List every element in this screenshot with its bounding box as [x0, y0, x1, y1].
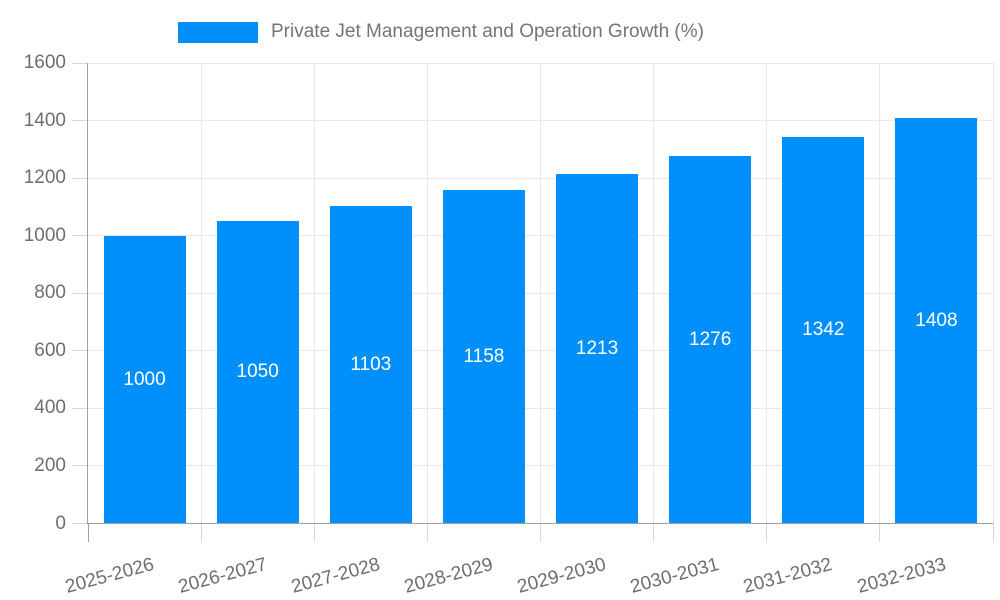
x-axis-label: 2027-2028 [289, 554, 383, 598]
y-axis-label: 600 [34, 339, 66, 361]
bar[interactable] [103, 235, 186, 524]
x-axis-tick [766, 523, 768, 542]
bar[interactable] [895, 118, 978, 524]
y-axis-tick [72, 523, 88, 524]
y-axis-label: 1400 [23, 109, 66, 131]
y-axis-tick [72, 62, 88, 64]
bar[interactable] [216, 221, 299, 524]
bar-value-label: 1213 [575, 337, 619, 359]
x-axis-tick [87, 523, 89, 542]
y-axis-label: 1000 [23, 224, 66, 246]
x-axis-label: 2032-2033 [854, 554, 948, 598]
grid-line-vertical [200, 63, 202, 524]
x-axis-label: 2026-2027 [175, 554, 270, 598]
grid-line-vertical [540, 63, 541, 524]
bar-value-label: 1103 [350, 353, 392, 375]
grid-line-vertical [426, 63, 428, 524]
x-axis-tick [540, 523, 541, 542]
grid-line-vertical [879, 63, 881, 524]
y-axis-label: 0 [55, 512, 66, 534]
y-axis-label: 1600 [23, 52, 66, 73]
x-axis-label: 2025-2026 [62, 554, 156, 598]
x-axis-label: 2031-2032 [741, 554, 835, 598]
y-axis-line [87, 63, 88, 524]
y-axis-tick [72, 465, 88, 467]
bar[interactable] [556, 174, 639, 524]
y-axis-tick [72, 235, 88, 237]
bar-value-label: 1158 [463, 345, 505, 367]
y-axis-label: 800 [34, 282, 66, 304]
bar[interactable] [782, 137, 865, 524]
y-axis-label: 400 [34, 397, 66, 419]
x-axis-line [87, 523, 993, 524]
bar-value-label: 1000 [123, 368, 166, 390]
grid-line-vertical [313, 63, 315, 524]
x-axis-tick [200, 523, 202, 542]
y-axis-label: 1200 [23, 167, 66, 189]
bar-value-label: 1050 [236, 361, 279, 383]
bar-value-label: 1342 [802, 319, 845, 341]
x-axis-tick [653, 523, 655, 542]
x-axis-label: 2028-2029 [402, 554, 496, 598]
bar-value-label: 1408 [915, 309, 958, 331]
x-axis-tick [992, 523, 994, 542]
legend-label: Private Jet Management and Operation Gro… [271, 21, 704, 42]
grid-line-vertical [653, 63, 655, 524]
bar[interactable] [442, 190, 525, 524]
bar-value-label: 1276 [689, 328, 732, 350]
y-axis-tick [72, 120, 88, 122]
bar[interactable] [669, 156, 752, 524]
x-axis-tick [313, 523, 315, 542]
x-axis-label: 2030-2031 [628, 554, 722, 598]
x-axis-tick [426, 523, 428, 542]
legend-swatch [178, 21, 258, 43]
x-axis-label: 2029-2030 [515, 554, 609, 598]
x-axis-tick [879, 523, 881, 542]
y-axis-tick [72, 407, 88, 409]
y-axis-tick [72, 177, 88, 179]
bar[interactable] [329, 206, 412, 524]
grid-line-vertical [766, 63, 768, 524]
legend[interactable]: Private Jet Management and Operation Gro… [178, 19, 704, 45]
y-axis-tick [72, 292, 88, 294]
grid-line-vertical [992, 63, 994, 524]
y-axis-tick [72, 350, 88, 352]
y-axis-label: 200 [34, 454, 66, 476]
